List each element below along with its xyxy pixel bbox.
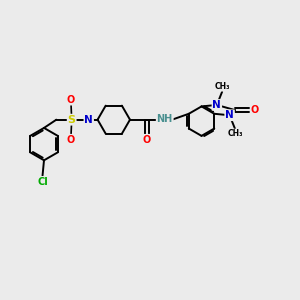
Text: O: O: [67, 135, 75, 145]
Text: S: S: [68, 115, 76, 125]
Text: O: O: [143, 135, 151, 145]
Text: N: N: [212, 100, 221, 110]
Text: O: O: [67, 95, 75, 105]
Text: CH₃: CH₃: [227, 129, 243, 138]
Text: O: O: [251, 105, 259, 115]
Text: N: N: [84, 115, 93, 125]
Text: NH: NH: [157, 114, 173, 124]
Text: CH₃: CH₃: [214, 82, 230, 91]
Text: Cl: Cl: [37, 177, 48, 187]
Text: N: N: [225, 110, 234, 120]
